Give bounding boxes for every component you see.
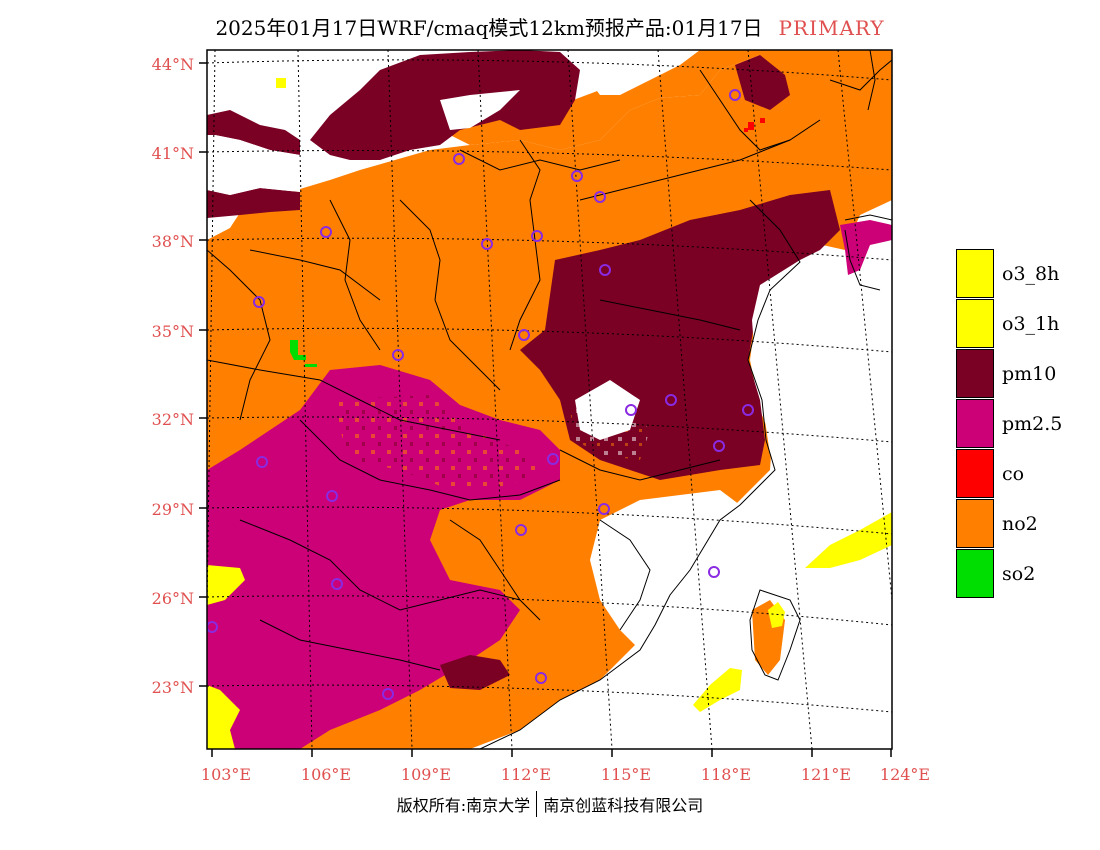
lon-label-109e: 109°E [400, 765, 452, 784]
lat-label-32n: 32°N [151, 410, 194, 429]
lon-label-115e: 115°E [600, 765, 652, 784]
legend-swatch [956, 399, 994, 448]
o3-patch-north [276, 78, 286, 88]
pm25-patch-korea [840, 220, 892, 275]
map-title-text: 2025年01月17日WRF/cmaq模式12km预报产品:01月17日 [215, 16, 763, 40]
clean-area-north [207, 50, 380, 130]
province-boundaries [207, 50, 892, 749]
legend-label: pm2.5 [1002, 413, 1063, 435]
o3-patch-sea2 [693, 668, 742, 712]
so2-patch [290, 340, 306, 360]
legend-item-so2: so2 [956, 549, 1076, 599]
clean-area-north2 [440, 90, 520, 130]
legend-label: pm10 [1002, 363, 1057, 385]
primary-tag: PRIMARY [778, 16, 885, 40]
o3-patch-taiwan [768, 602, 785, 628]
lon-label-121e: 121°E [800, 765, 852, 784]
clean-area-ocean [520, 400, 892, 749]
lat-label-35n: 35°N [151, 322, 194, 341]
legend-swatch [956, 499, 994, 548]
lon-label-118e: 118°E [700, 765, 752, 784]
lon-label-106e: 106°E [300, 765, 352, 784]
copyright-right: 南京创蓝科技有限公司 [543, 796, 704, 815]
graticule [207, 50, 892, 749]
co-speck-2 [760, 118, 765, 123]
o3-patch-sw2 [207, 685, 240, 749]
legend-label: so2 [1002, 563, 1036, 585]
clean-area-west [207, 135, 300, 195]
legend-label: o3_1h [1002, 313, 1060, 335]
legend-swatch [956, 349, 994, 398]
lon-label-124e: 124°E [879, 765, 931, 784]
clean-area-southeast [590, 490, 760, 650]
legend-swatch [956, 449, 994, 498]
legend-item-co: co [956, 449, 1076, 499]
lat-label-26n: 26°N [151, 589, 194, 608]
lon-label-112e: 112°E [500, 765, 552, 784]
co-speck-1 [748, 122, 754, 130]
pm10-region-nw2 [207, 188, 300, 218]
legend-item-pm10: pm10 [956, 349, 1076, 399]
pm10-region-nw [207, 110, 300, 155]
copyright-footer: 版权所有:南京大学 南京创蓝科技有限公司 [0, 791, 1100, 817]
lat-label-29n: 29°N [151, 500, 194, 519]
legend-label: no2 [1002, 513, 1038, 535]
legend-label: o3_8h [1002, 263, 1060, 285]
legend-swatch [956, 299, 994, 348]
copyright-left: 版权所有:南京大学 [396, 796, 531, 815]
co-speck-3 [744, 128, 748, 132]
legend-swatch [956, 249, 994, 298]
so2-dot [305, 364, 317, 367]
legend-item-no2: no2 [956, 499, 1076, 549]
axis-ticks [199, 62, 892, 757]
pm25-speckle [330, 395, 540, 490]
lat-label-38n: 38°N [151, 232, 194, 251]
pm10-patch-south [440, 655, 510, 690]
legend-label: co [1002, 463, 1025, 485]
footer-separator [536, 791, 538, 817]
lat-label-23n: 23°N [151, 678, 194, 697]
clean-area-ne [585, 50, 700, 95]
o3-patch-sea1 [805, 512, 892, 568]
legend: o3_8h o3_1h pm10 pm2.5 co no2 so2 [956, 249, 1076, 599]
lat-label-41n: 41°N [151, 144, 194, 163]
map-title: 2025年01月17日WRF/cmaq模式12km预报产品:01月17日 PRIM… [0, 12, 1100, 41]
city-markers [207, 89, 754, 700]
lat-label-44n: 44°N [151, 55, 194, 74]
legend-item-o3-8h: o3_8h [956, 249, 1076, 299]
lon-label-103e: 103°E [200, 765, 252, 784]
map-frame [206, 49, 893, 750]
legend-swatch [956, 549, 994, 598]
legend-item-o3-1h: o3_1h [956, 299, 1076, 349]
pm10-region-ne [735, 55, 790, 110]
map-area [207, 50, 892, 749]
legend-item-pm25: pm2.5 [956, 399, 1076, 449]
o3-patch-sw [207, 565, 245, 605]
clean-area-sea [752, 255, 892, 455]
